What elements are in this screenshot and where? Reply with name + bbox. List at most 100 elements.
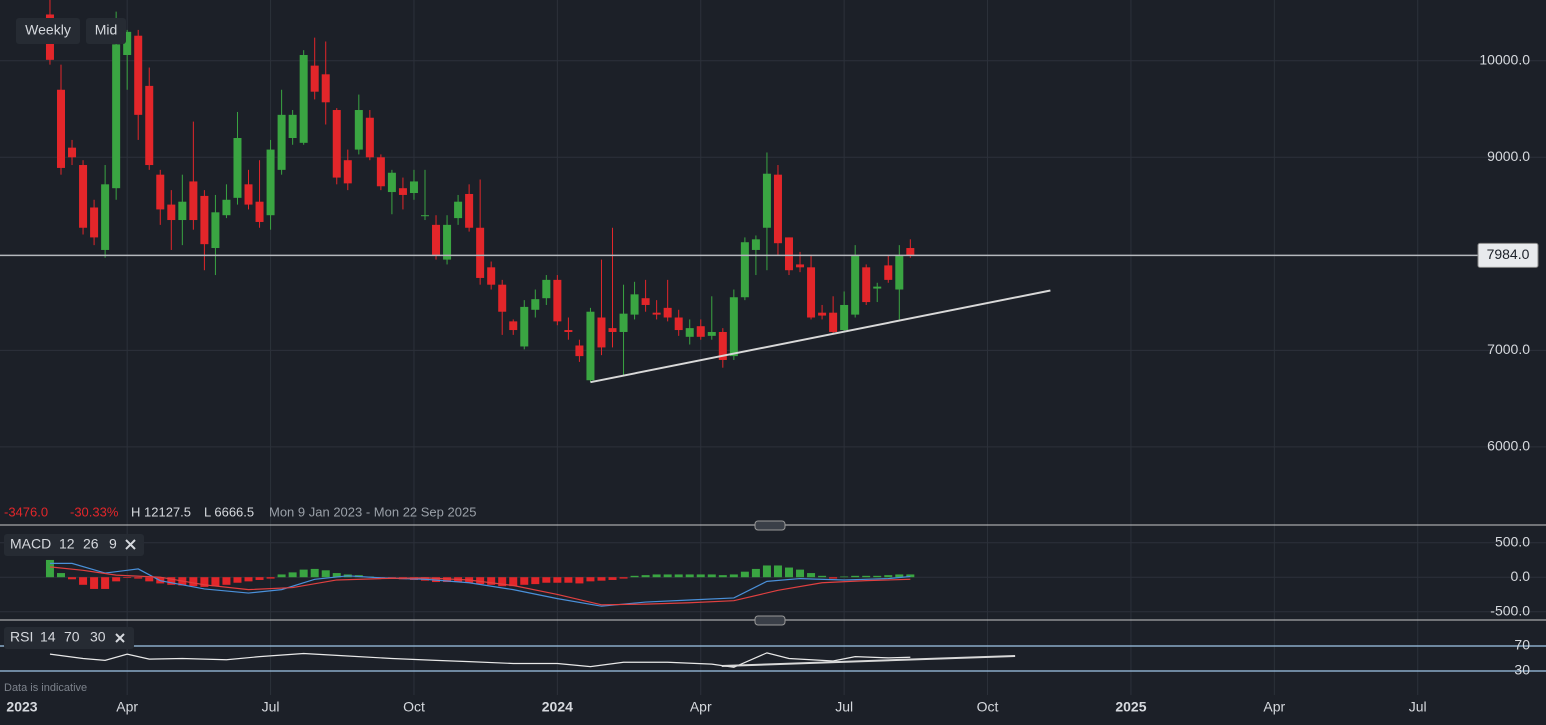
histogram-bar: [509, 577, 518, 587]
histogram-bar: [167, 577, 176, 585]
candle-body: [145, 85, 154, 166]
footnote: Data is indicative: [4, 682, 87, 694]
candle-body: [432, 224, 441, 256]
histogram-bar: [796, 569, 805, 578]
x-tick-label: Oct: [977, 699, 999, 715]
histogram-bar: [321, 570, 330, 578]
candle-body: [487, 267, 496, 285]
candle-body: [542, 279, 551, 299]
histogram-bar: [762, 565, 771, 578]
histogram-bar: [840, 576, 849, 578]
x-tick-label: Jul: [1409, 699, 1427, 715]
histogram-bar: [829, 577, 838, 579]
histogram-bar: [773, 565, 782, 578]
candle-body: [443, 224, 452, 260]
indicator-line: [49, 652, 911, 668]
histogram-bar: [784, 567, 793, 578]
close-icon[interactable]: [115, 633, 125, 643]
histogram-bar: [222, 577, 231, 585]
candle-body: [476, 227, 485, 278]
close-icon[interactable]: [125, 539, 136, 550]
histogram-bar: [542, 577, 551, 583]
rsi-param: 30: [90, 629, 106, 645]
histogram-bar: [575, 577, 584, 584]
histogram-bar: [443, 577, 452, 583]
candle-body: [641, 298, 650, 305]
candle-body: [597, 317, 606, 348]
candle-body: [729, 297, 738, 357]
macd-legend: [4, 534, 144, 556]
histogram-bar: [807, 573, 816, 578]
histogram-bar: [608, 577, 617, 580]
candle-body: [244, 184, 253, 205]
candle-body: [167, 204, 176, 221]
last-price-box: [1477, 242, 1539, 268]
histogram-bar: [332, 573, 341, 578]
rsi-title: RSI: [10, 629, 33, 645]
x-tick-label: 2024: [542, 699, 573, 715]
histogram-bar: [56, 573, 65, 578]
candle-body: [255, 201, 264, 222]
histogram-bar: [586, 577, 595, 582]
histogram-bar: [652, 574, 661, 578]
last-price-label: 7984.0: [1487, 246, 1530, 262]
histogram-bar: [487, 577, 496, 585]
macd-param: 26: [83, 536, 99, 552]
candle-body: [409, 181, 418, 194]
candle-body: [674, 317, 683, 331]
grid: [0, 0, 1546, 695]
mid-label[interactable]: Mid: [95, 22, 118, 38]
rsi-param: 70: [64, 629, 80, 645]
histogram-bar: [707, 574, 716, 578]
candle-body: [156, 174, 165, 210]
histogram-bar: [101, 577, 110, 589]
candle-body: [56, 89, 65, 168]
y-tick-label: 0.0: [1511, 568, 1531, 584]
histogram-bar: [520, 577, 529, 585]
histogram-bar: [729, 574, 738, 578]
histogram-bar: [906, 574, 915, 578]
macd-title: MACD: [10, 536, 51, 552]
candle-body: [575, 345, 584, 357]
candle-body: [200, 195, 209, 245]
candle-body: [608, 328, 617, 332]
y-tick-label: 500.0: [1495, 533, 1530, 549]
histogram-bar: [145, 577, 154, 582]
histogram-bar: [641, 575, 650, 578]
candle-body: [68, 147, 77, 158]
x-tick-label: Oct: [403, 699, 425, 715]
resize-handle[interactable]: [754, 615, 786, 626]
indicator-line: [49, 562, 911, 607]
histogram-bar: [310, 568, 319, 578]
histogram-bar: [134, 577, 143, 579]
histogram-bar: [696, 574, 705, 578]
weekly-button[interactable]: [16, 18, 80, 44]
candle-body: [796, 264, 805, 268]
candle-body: [454, 201, 463, 219]
candle-body: [509, 321, 518, 331]
weekly-label[interactable]: Weekly: [25, 22, 71, 38]
histogram-bar: [277, 574, 286, 578]
resize-handle[interactable]: [754, 520, 786, 531]
candle-body: [387, 172, 396, 193]
macd-param: 9: [109, 536, 117, 552]
candle-body: [862, 267, 871, 303]
histogram-bar: [233, 577, 242, 583]
histogram-bar: [498, 577, 507, 587]
mid-button[interactable]: [86, 18, 126, 44]
trendline: [721, 655, 1016, 667]
candle-body: [101, 184, 110, 250]
histogram-bar: [818, 575, 827, 578]
candle-body: [354, 110, 363, 150]
candle-body: [829, 312, 838, 332]
histogram-bar: [255, 577, 264, 580]
candle-body: [222, 199, 231, 216]
candle-body: [818, 312, 827, 316]
candle-body: [851, 255, 860, 315]
indicator-line: [49, 566, 911, 606]
candle-body: [906, 248, 915, 256]
histogram-bar: [873, 575, 882, 578]
rsi-param: 14: [40, 629, 56, 645]
histogram-bar: [851, 575, 860, 578]
x-tick-label: Jul: [835, 699, 853, 715]
